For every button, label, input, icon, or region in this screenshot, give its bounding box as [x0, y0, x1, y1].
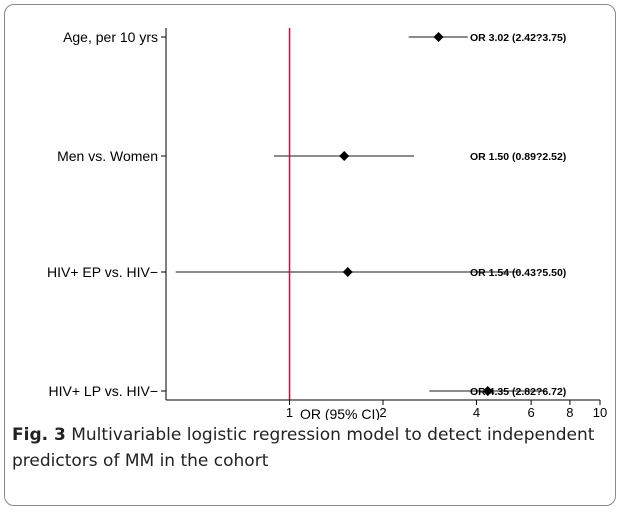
figure-caption: Fig. 3 Multivariable logistic regression…	[12, 422, 610, 474]
x-tick-label: 4	[473, 405, 480, 420]
or-annotation: OR 1.54 (0.43?5.50)	[470, 267, 566, 279]
x-tick-label: 8	[566, 405, 573, 420]
x-tick-label: 10	[593, 405, 607, 420]
x-tick-label: 2	[379, 405, 386, 420]
caption-text: Multivariable logistic regression model …	[12, 425, 595, 471]
row-label: HIV+ EP vs. HIV−	[47, 264, 158, 280]
forest-plot: Age, per 10 yrs OR 3.02 (2.42?3.75) Men vs…	[47, 28, 607, 420]
point-estimate	[339, 151, 350, 161]
or-annotation: OR 3.02 (2.42?3.75)	[470, 32, 566, 44]
or-annotation: OR 1.50 (0.89?2.52)	[470, 151, 566, 163]
x-tick-label: 1	[286, 405, 293, 420]
point-estimate	[433, 32, 444, 42]
x-axis-label: OR (95% CI)	[300, 406, 380, 420]
row-label: Men vs. Women	[57, 148, 158, 164]
figure-frame	[4, 4, 616, 506]
point-estimate	[342, 267, 353, 277]
point-estimate	[482, 386, 493, 396]
row-label: HIV+ LP vs. HIV−	[49, 383, 158, 399]
x-tick-label: 6	[528, 405, 535, 420]
row-label: Age, per 10 yrs	[63, 29, 158, 45]
figure-label: Fig. 3	[12, 425, 66, 445]
or-annotation: OR 4.35 (2.82?6.72)	[470, 386, 566, 398]
